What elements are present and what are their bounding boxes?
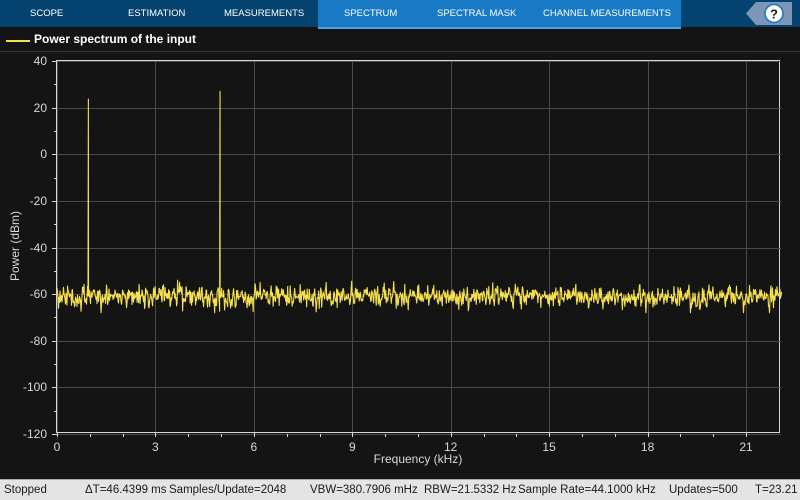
svg-text:?: ? (770, 7, 778, 22)
